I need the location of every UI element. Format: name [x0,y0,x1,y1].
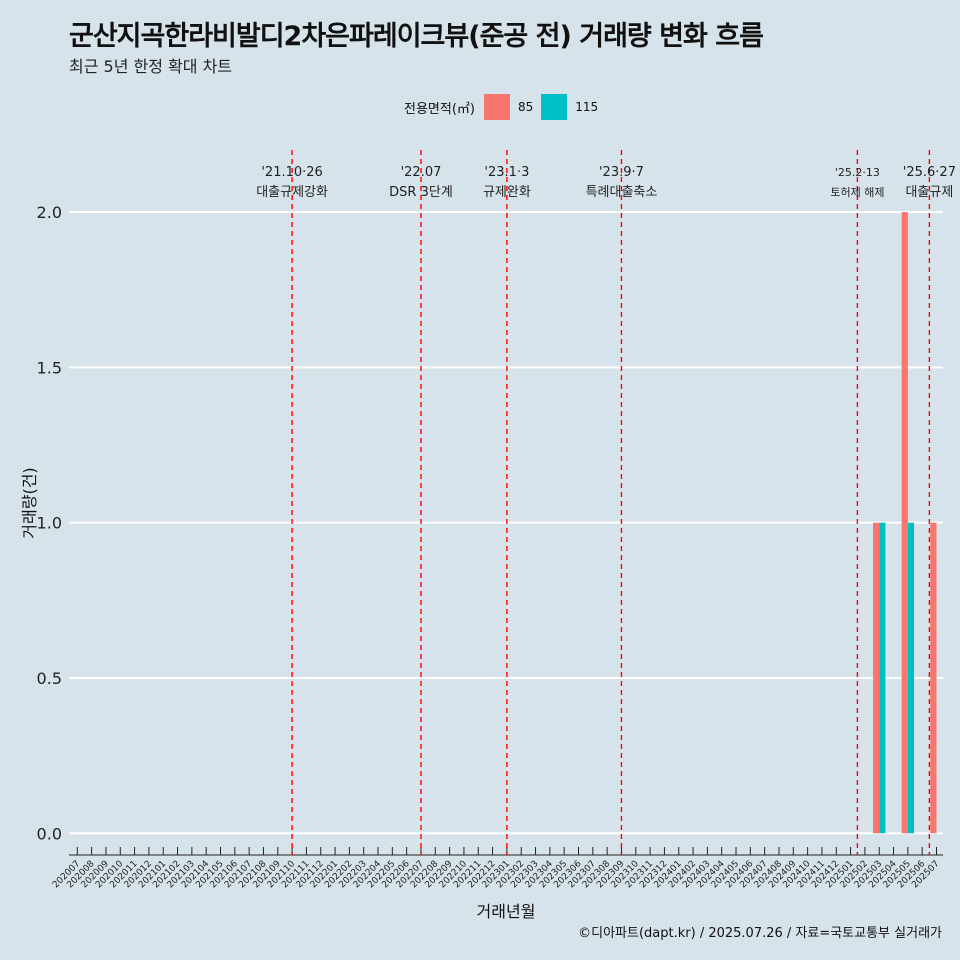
legend: 전용면적(㎡) 85 115 [404,93,606,121]
event-date-label: '25.6·27 [903,165,956,180]
y-axis-title: 거래량(건) [20,467,39,539]
legend-swatch-115 [541,94,568,120]
event-name-label: 규제완화 [483,185,531,200]
event-name-label: DSR 3단계 [389,185,453,200]
event-date-label: '25.2·13 [835,166,880,179]
bar-85-202503 [873,522,880,834]
event-date-label: '23.1·3 [484,165,529,180]
event-name-label: 대출규제강화 [256,185,328,200]
chart-subtitle: 최근 5년 한정 확대 차트 [69,57,233,76]
legend-swatch-85 [483,94,510,120]
legend-title: 전용면적(㎡) [404,101,475,117]
event-name-label: 토허제 해제 [830,185,884,199]
event-name-label: 대출규제 [905,185,953,200]
bar-115-202503 [879,522,886,834]
bar-115-202505 [907,522,915,834]
y-tick-label: 1.0 [37,514,62,533]
event-name-label: 특례대출축소 [586,185,658,200]
event-date-label: '21.10·26 [261,165,322,180]
bar-85-202505 [901,212,908,834]
legend-label-85: 85 [517,100,534,114]
y-tick-label: 0.5 [37,669,62,688]
y-tick-label: 2.0 [37,203,62,222]
source-caption: ©디아파트(dapt.kr) / 2025.07.26 / 자료=국토교통부 실… [578,926,942,941]
event-date-label: '22.07 [401,165,442,180]
y-tick-label: 1.5 [37,358,62,377]
y-tick-label: 0.0 [37,824,62,843]
event-date-label: '23.9·7 [599,165,644,180]
chart-title: 군산지곡한라비발디2차은파레이크뷰(준공 전) 거래량 변화 흐름 [69,21,764,52]
legend-label-115: 115 [575,100,599,114]
x-axis-title: 거래년월 [476,902,536,921]
bar-85-202507 [930,522,937,834]
